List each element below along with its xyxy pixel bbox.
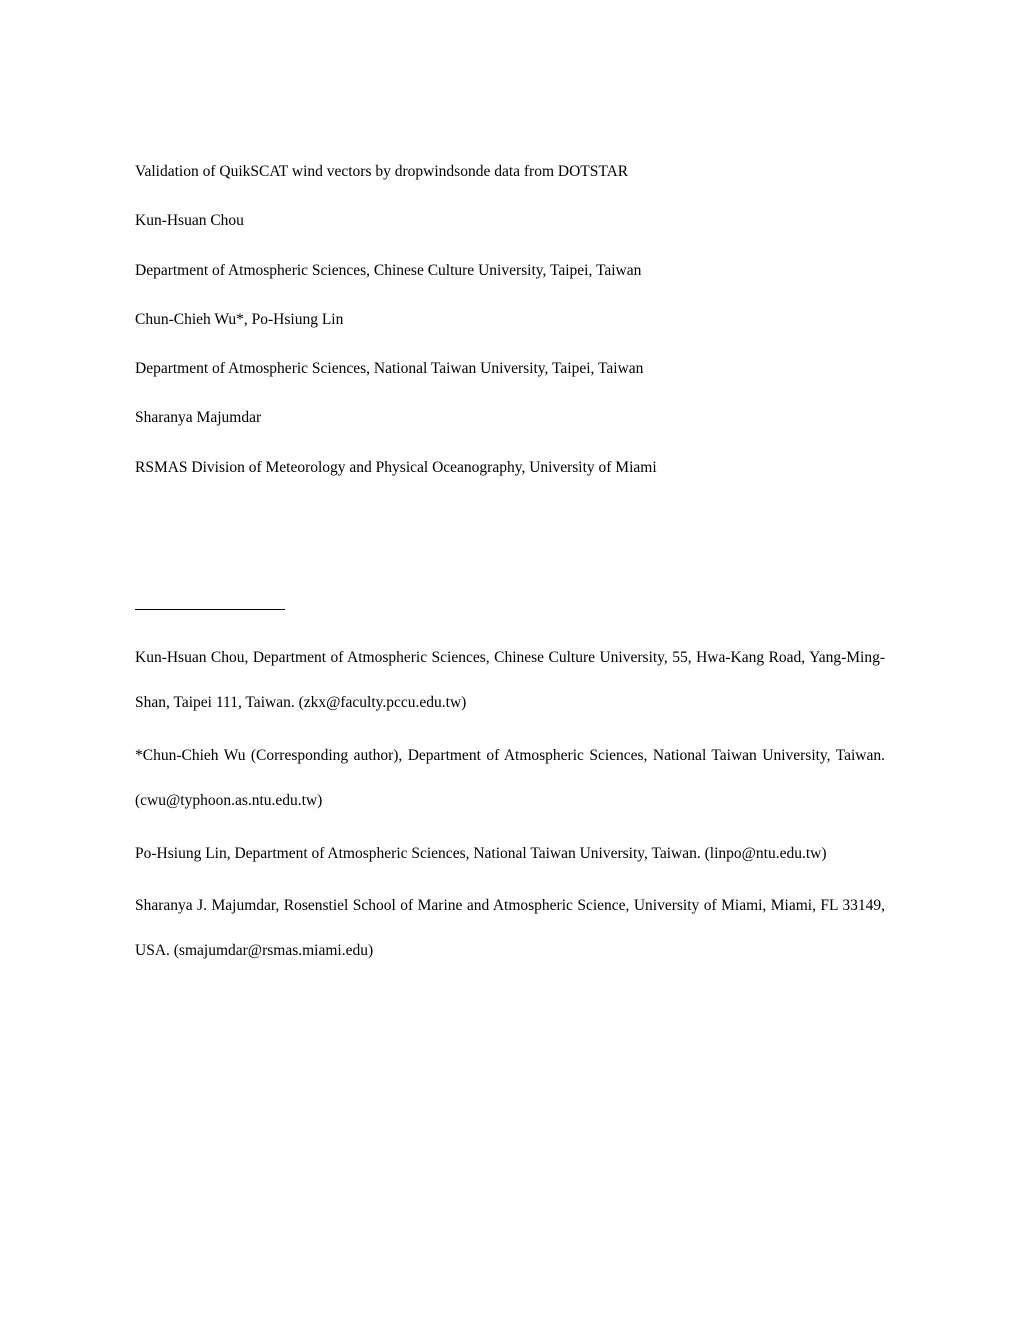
author-name-1: Kun-Hsuan Chou <box>135 209 885 232</box>
affiliation-1: Department of Atmospheric Sciences, Chin… <box>135 259 885 282</box>
contact-info-2: *Chun-Chieh Wu (Corresponding author), D… <box>135 734 885 824</box>
author-name-2: Chun-Chieh Wu*, Po-Hsiung Lin <box>135 308 885 331</box>
contact-info-3: Po-Hsiung Lin, Department of Atmospheric… <box>135 832 885 877</box>
section-divider <box>135 609 285 610</box>
author-name-3: Sharanya Majumdar <box>135 406 885 429</box>
affiliation-3: RSMAS Division of Meteorology and Physic… <box>135 456 885 479</box>
contact-info-4: Sharanya J. Majumdar, Rosenstiel School … <box>135 884 885 974</box>
paper-title: Validation of QuikSCAT wind vectors by d… <box>135 160 885 183</box>
contact-info-1: Kun-Hsuan Chou, Department of Atmospheri… <box>135 636 885 726</box>
affiliation-2: Department of Atmospheric Sciences, Nati… <box>135 357 885 380</box>
